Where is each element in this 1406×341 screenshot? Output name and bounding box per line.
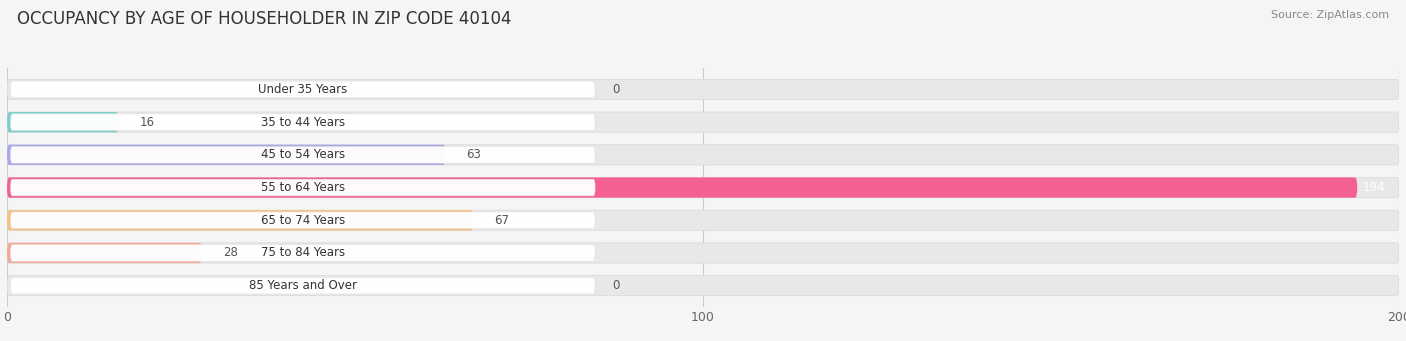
FancyBboxPatch shape	[7, 145, 1399, 165]
Text: 0: 0	[613, 83, 620, 96]
FancyBboxPatch shape	[7, 177, 1357, 198]
Text: 65 to 74 Years: 65 to 74 Years	[260, 214, 344, 227]
FancyBboxPatch shape	[10, 277, 595, 294]
Text: 45 to 54 Years: 45 to 54 Years	[260, 148, 344, 161]
FancyBboxPatch shape	[7, 210, 1399, 231]
FancyBboxPatch shape	[7, 243, 202, 263]
FancyBboxPatch shape	[10, 179, 595, 196]
FancyBboxPatch shape	[10, 81, 595, 98]
FancyBboxPatch shape	[10, 114, 595, 131]
FancyBboxPatch shape	[7, 112, 1399, 132]
FancyBboxPatch shape	[7, 112, 118, 132]
FancyBboxPatch shape	[7, 210, 474, 231]
Text: 67: 67	[495, 214, 509, 227]
FancyBboxPatch shape	[7, 243, 1399, 263]
Text: 16: 16	[139, 116, 155, 129]
Text: 28: 28	[222, 247, 238, 260]
Text: OCCUPANCY BY AGE OF HOUSEHOLDER IN ZIP CODE 40104: OCCUPANCY BY AGE OF HOUSEHOLDER IN ZIP C…	[17, 10, 512, 28]
Text: Under 35 Years: Under 35 Years	[259, 83, 347, 96]
FancyBboxPatch shape	[7, 79, 1399, 100]
Text: 75 to 84 Years: 75 to 84 Years	[260, 247, 344, 260]
Text: 35 to 44 Years: 35 to 44 Years	[260, 116, 344, 129]
Text: 0: 0	[613, 279, 620, 292]
Text: 63: 63	[467, 148, 481, 161]
FancyBboxPatch shape	[7, 177, 1399, 198]
Text: 55 to 64 Years: 55 to 64 Years	[260, 181, 344, 194]
Text: Source: ZipAtlas.com: Source: ZipAtlas.com	[1271, 10, 1389, 20]
FancyBboxPatch shape	[10, 244, 595, 261]
Text: 194: 194	[1362, 181, 1385, 194]
FancyBboxPatch shape	[7, 276, 1399, 296]
FancyBboxPatch shape	[10, 147, 595, 163]
Text: 85 Years and Over: 85 Years and Over	[249, 279, 357, 292]
FancyBboxPatch shape	[7, 145, 446, 165]
FancyBboxPatch shape	[10, 212, 595, 228]
